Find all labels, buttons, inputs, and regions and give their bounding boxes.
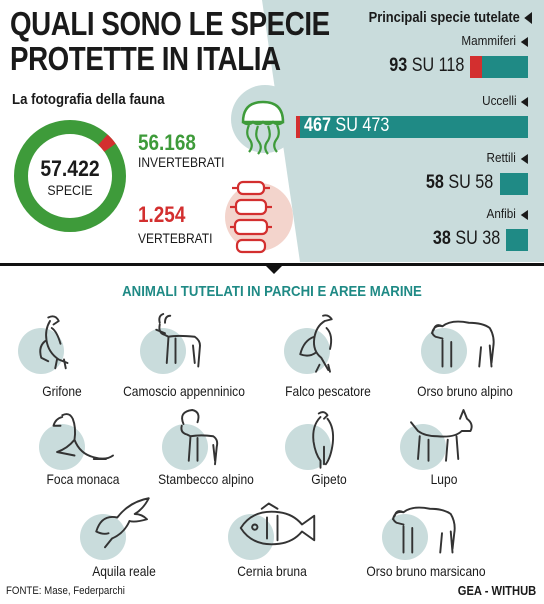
seal-icon: [52, 413, 114, 460]
protected-species-title: Principali specie tutelate: [369, 9, 532, 26]
animal-circle: [162, 424, 208, 470]
animal-circle: [421, 328, 467, 374]
category-name: Anfibi: [487, 206, 517, 221]
grouper-icon: [239, 502, 316, 546]
animals-section-title: ANIMALI TUTELATI IN PARCHI E AREE MARINE: [122, 283, 422, 300]
animal-circle: [284, 328, 330, 374]
animal-name: Lupo: [430, 471, 458, 487]
animal-name: Camoscio appenninico: [123, 383, 245, 399]
total-species-label: SPECIE: [47, 182, 93, 198]
invertebrates-label: INVERTEBRATI: [138, 154, 225, 170]
bear-icon: [431, 320, 495, 368]
jellyfish-icon: [241, 100, 285, 155]
page-title: QUALI SONO LE SPECIE PROTETTE IN ITALIA: [10, 5, 330, 77]
animal-name: Orso bruno marsicano: [366, 563, 486, 579]
protected-bar: [506, 229, 528, 251]
animal-name: Cernia bruna: [237, 563, 307, 579]
animal-name: Foca monaca: [46, 471, 120, 487]
unprotected-marker: [470, 56, 483, 78]
bar-value-label: 58 SU 58: [426, 172, 494, 193]
protected-bar: [499, 173, 528, 195]
eagle-icon: [95, 497, 150, 549]
animal-circle: [382, 514, 428, 560]
bearded-vulture-icon: [312, 411, 335, 469]
category-label: Uccelli: [482, 93, 528, 108]
animal-circle: [400, 424, 446, 470]
animal-name: Orso bruno alpino: [417, 383, 513, 399]
animal-circle: [80, 514, 126, 560]
vertebrates-value: 1.254: [138, 202, 186, 227]
animal-name: Gipeto: [311, 471, 347, 487]
bar-value-label: 93 SU 118: [388, 55, 465, 76]
animal-name: Grifone: [42, 383, 82, 399]
category-name: Uccelli: [481, 93, 517, 108]
animal-name: Falco pescatore: [285, 383, 371, 399]
vertebrates-label: VERTEBRATI: [138, 230, 213, 246]
page-subtitle: La fotografia della fauna: [12, 91, 165, 108]
total-species-value: 57.422: [40, 156, 100, 181]
vulture-icon: [39, 315, 69, 370]
category-label: Mammiferi: [462, 33, 528, 48]
unprotected-marker: [296, 116, 300, 138]
protected-bar: [482, 56, 528, 78]
invertebrates-value: 56.168: [138, 130, 196, 155]
section-pointer: [263, 263, 285, 274]
category-name: Mammiferi: [461, 33, 517, 48]
vertebrates-slice: [98, 134, 116, 152]
animal-name: Stambecco alpino: [158, 471, 254, 487]
animal-name: Aquila reale: [92, 563, 156, 579]
bar-value-label: 467 SU 473: [304, 115, 390, 136]
species-donut-chart: [14, 120, 126, 232]
bear-icon: [392, 506, 456, 554]
osprey-icon: [299, 314, 333, 373]
spine-icon: [230, 180, 272, 254]
chamois-icon: [155, 313, 201, 368]
protected-bar: [298, 116, 528, 138]
credit: GEA - WITHUB: [457, 583, 536, 598]
source-note: FONTE: Mase, Federparchi: [6, 585, 125, 597]
category-label: Rettili: [487, 150, 528, 165]
category-label: Anfibi: [487, 206, 528, 221]
bar-value-label: 38 SU 38: [432, 228, 500, 249]
wolf-icon: [410, 409, 473, 462]
category-name: Rettili: [487, 150, 517, 165]
ibex-icon: [180, 409, 219, 466]
